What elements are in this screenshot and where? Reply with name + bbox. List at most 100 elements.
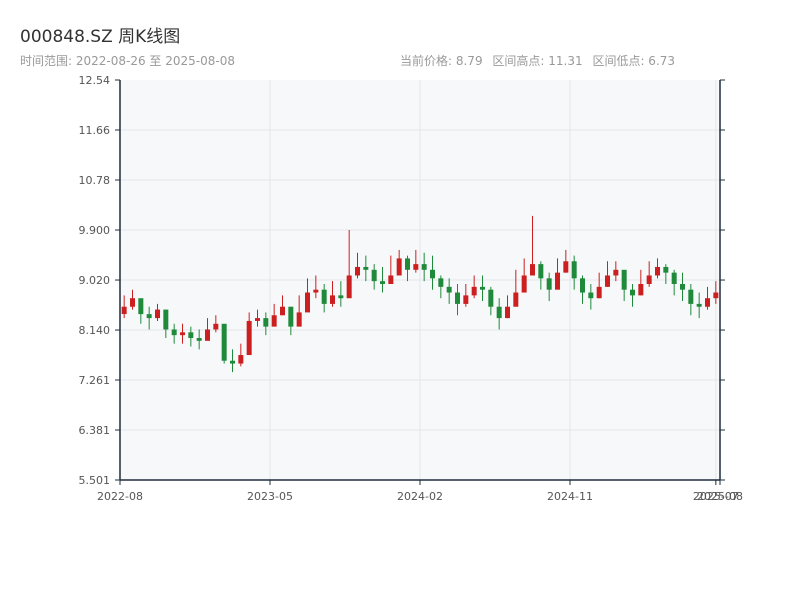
current-price-text: 当前价格: 8.79 — [400, 54, 483, 68]
range-low-text: 区间低点: 6.73 — [592, 54, 676, 68]
candle — [405, 255, 410, 282]
candle — [680, 272, 685, 302]
candle — [371, 264, 377, 290]
candle-body — [171, 329, 177, 336]
candle — [605, 261, 610, 287]
candle — [413, 249, 419, 273]
candle — [505, 295, 510, 319]
x-tick-label: 2024-11 — [547, 490, 593, 503]
candle — [138, 298, 144, 324]
candle-body — [138, 298, 144, 315]
candle-body — [513, 292, 519, 307]
candle-body — [213, 323, 219, 330]
candle — [163, 309, 169, 338]
x-tick-label: 2025-08 — [697, 490, 743, 503]
candle-body — [180, 332, 185, 336]
candle-body — [663, 266, 669, 273]
candle — [705, 286, 710, 310]
candle-body — [496, 306, 502, 319]
candle — [155, 303, 160, 321]
candle-body — [588, 292, 594, 299]
candle-body — [688, 289, 694, 304]
candle — [230, 349, 235, 373]
candle-body — [571, 261, 577, 279]
candle-body — [680, 284, 685, 290]
candle-body — [705, 298, 710, 307]
candle — [196, 329, 202, 350]
candle-body — [538, 264, 544, 279]
x-tick-label: 2023-05 — [247, 490, 293, 503]
candle — [613, 261, 619, 282]
candle-body — [271, 315, 277, 327]
candle-body — [613, 269, 619, 276]
candle-body — [455, 292, 460, 304]
candle — [321, 284, 327, 313]
candle — [513, 269, 519, 307]
candle — [638, 269, 644, 296]
candle — [455, 284, 460, 316]
candle — [146, 306, 152, 330]
candle — [330, 281, 335, 307]
candle — [530, 215, 535, 276]
candle — [363, 255, 369, 282]
candle-body — [363, 266, 369, 270]
candle-body — [696, 303, 702, 307]
candle — [255, 309, 260, 327]
x-axis-ticks: 2022-08 2023-05 2024-02 2024-11 2025-072025-… — [97, 480, 743, 503]
candle-body — [471, 286, 477, 296]
date-range-text: 时间范围: 2022-08-26 至 2025-08-08 — [20, 54, 235, 68]
candle — [688, 284, 694, 316]
candle-body — [205, 329, 210, 341]
candle — [296, 295, 302, 327]
y-tick-label: 6.381 — [79, 424, 111, 437]
candle-body — [305, 292, 310, 313]
candle — [171, 323, 177, 344]
y-axis-ticks: 5.501 6.381 7.261 8.140 9.020 9.900 10.78 11.66… — [79, 74, 725, 487]
candle-body — [463, 295, 469, 304]
candle-body — [121, 306, 127, 315]
candle — [655, 258, 660, 279]
candle — [496, 298, 502, 330]
candle — [521, 258, 527, 293]
candle — [546, 272, 552, 302]
candle — [571, 255, 577, 290]
candle — [238, 343, 244, 367]
candle — [421, 252, 427, 282]
candles-group — [121, 215, 719, 373]
candle-body — [655, 266, 660, 276]
candle-body — [596, 286, 602, 299]
candle-body — [413, 264, 419, 270]
x-tick-label: 2024-02 — [397, 490, 443, 503]
candle — [305, 278, 310, 313]
candle — [288, 306, 294, 336]
candle-body — [671, 272, 677, 285]
candle-body — [255, 318, 260, 321]
candle-body — [713, 292, 719, 299]
candle-body — [146, 314, 152, 319]
candle — [180, 323, 185, 344]
candle-body — [580, 278, 585, 293]
candle-body — [480, 286, 485, 290]
x-tick-label: 2022-08 — [97, 490, 143, 503]
y-tick-label: 9.020 — [79, 274, 111, 287]
candle — [621, 269, 627, 302]
candle — [121, 295, 127, 319]
candle — [313, 275, 319, 299]
candle-body — [621, 269, 627, 290]
y-tick-label: 7.261 — [79, 374, 111, 387]
candle-body — [546, 278, 552, 290]
candle — [630, 284, 635, 307]
candle — [696, 292, 702, 319]
candle-body — [505, 306, 510, 319]
candle — [588, 284, 594, 310]
y-tick-label: 9.900 — [79, 224, 111, 237]
y-tick-label: 11.66 — [79, 124, 111, 137]
candle — [713, 281, 719, 304]
candle-body — [263, 318, 269, 327]
candle-body — [196, 337, 202, 341]
candle — [596, 272, 602, 299]
candle — [663, 264, 669, 285]
candle-body — [605, 275, 610, 287]
candle — [563, 249, 569, 273]
